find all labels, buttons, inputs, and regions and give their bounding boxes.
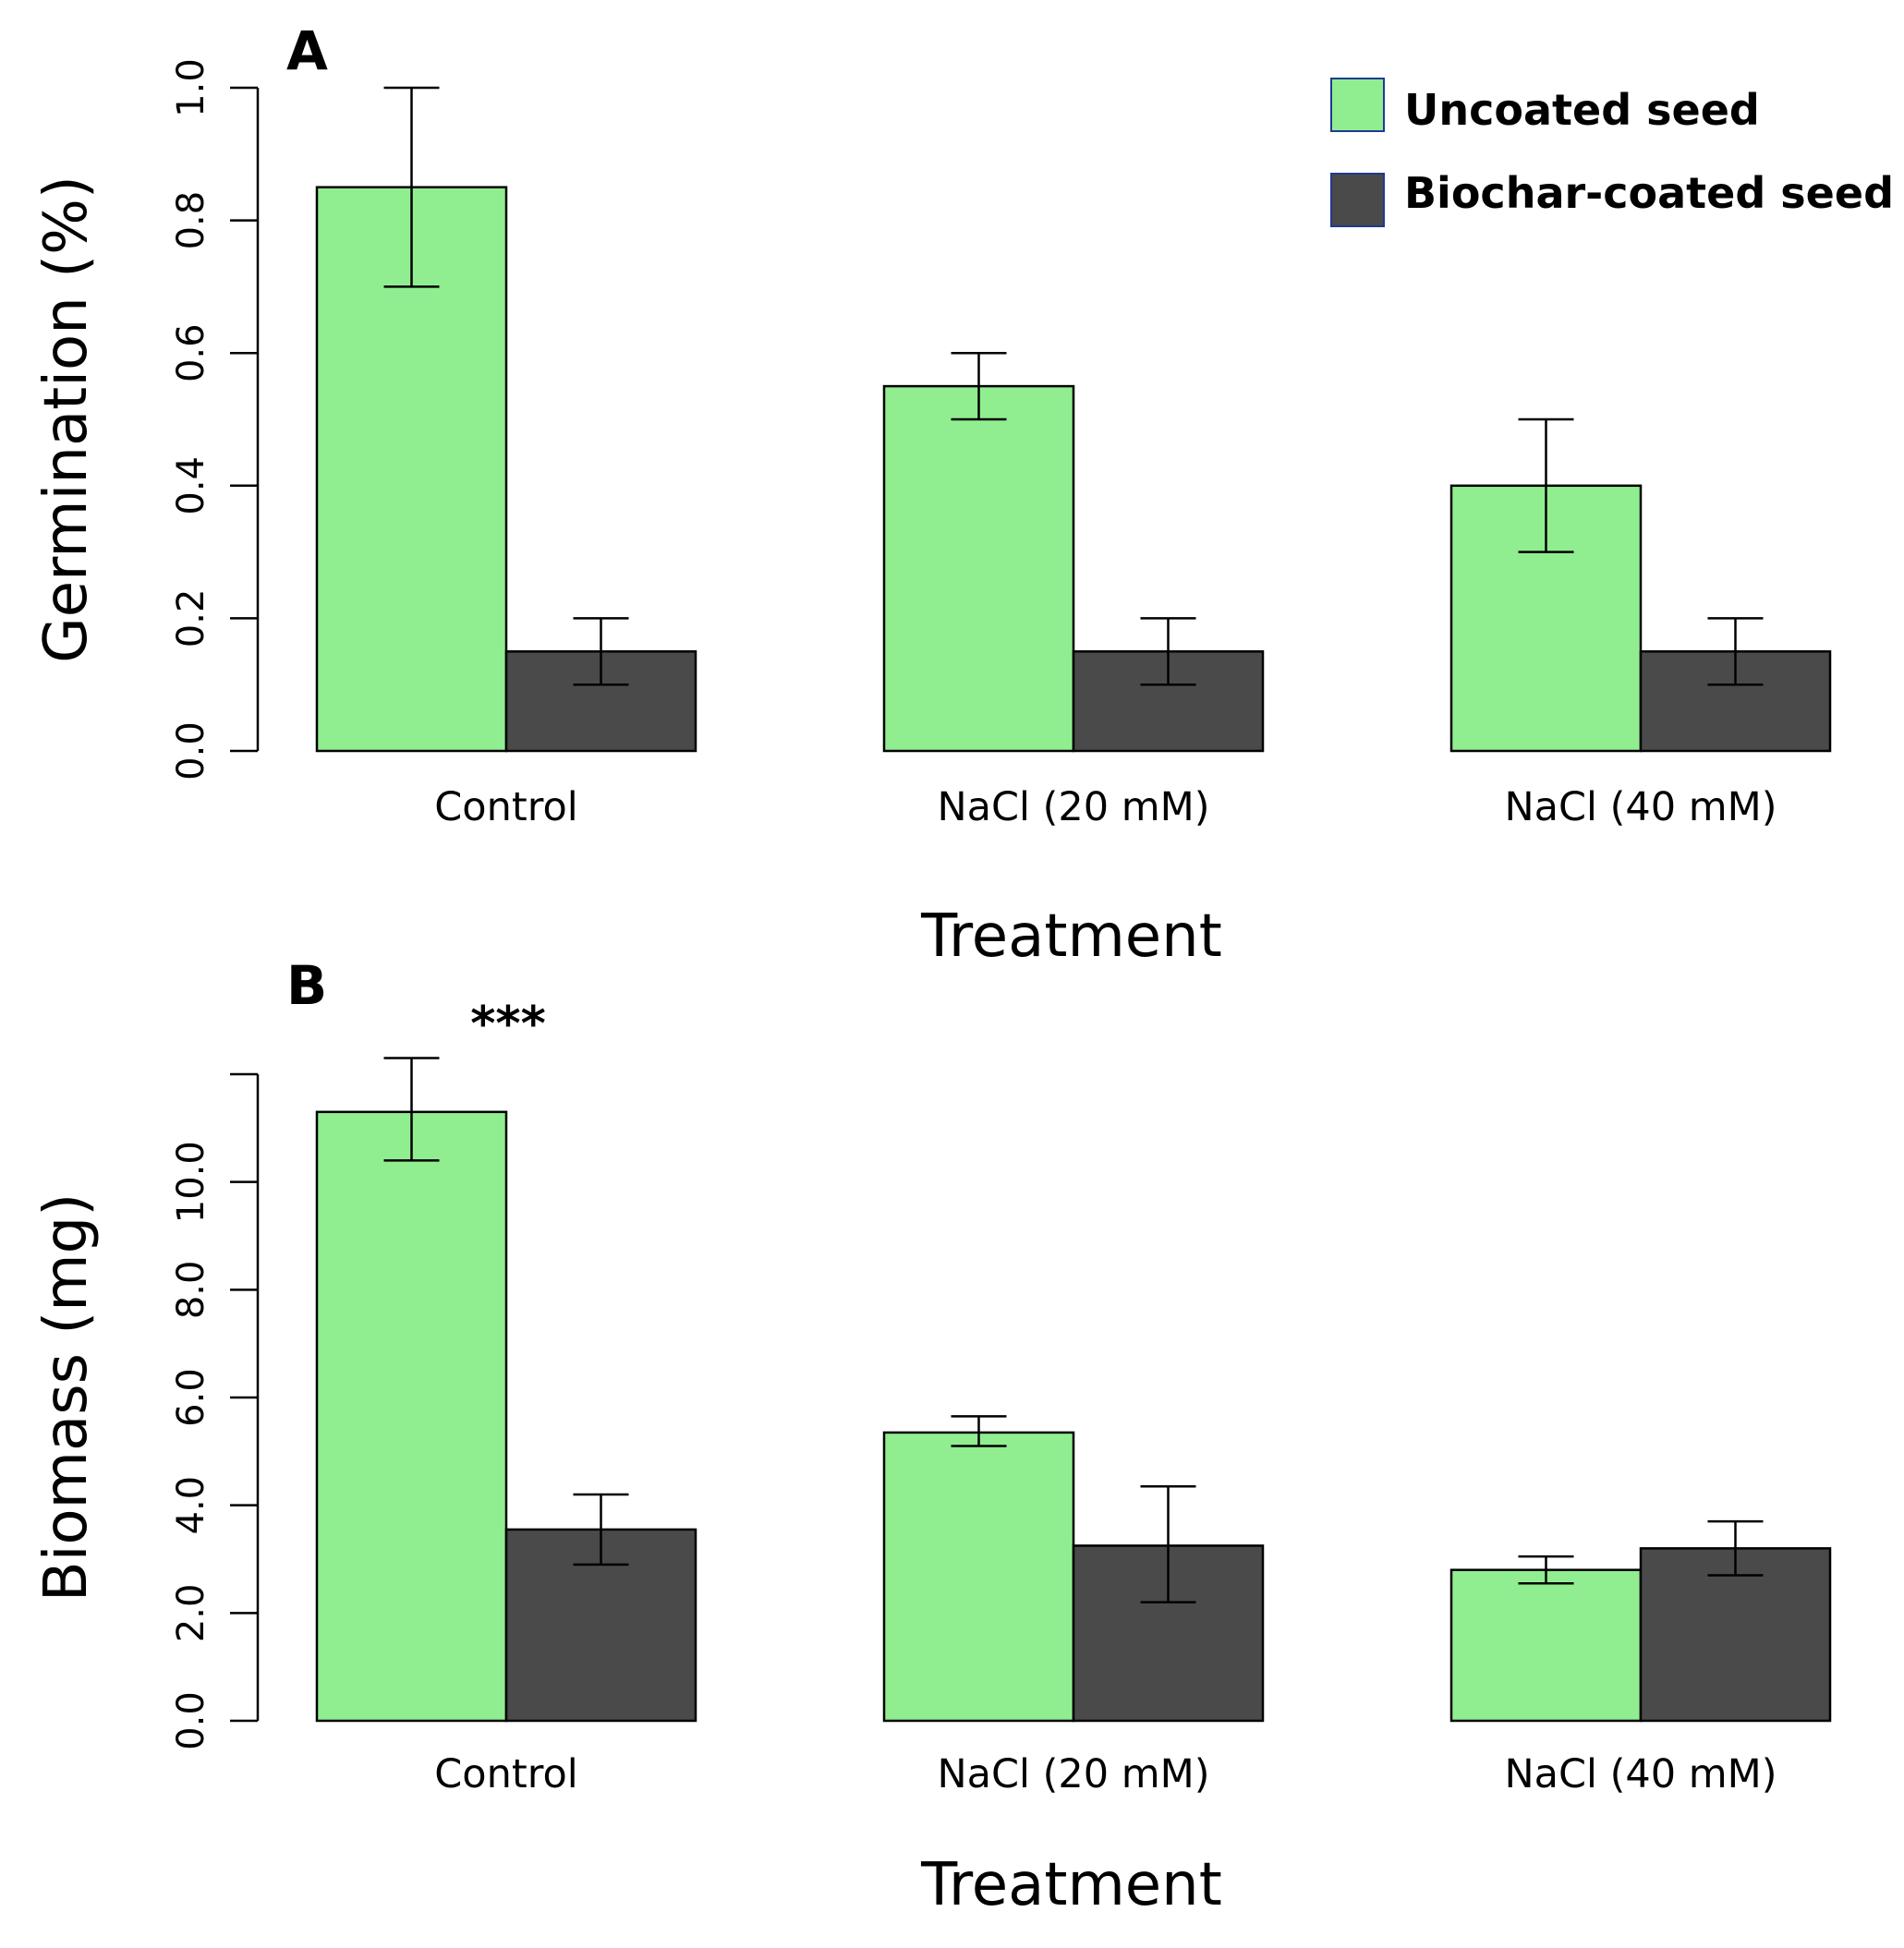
panel-a-germination-chart: 0.0 0.2 0.4 0.6 0.8 1.0 Germination (%) Control… (32, 19, 1832, 971)
x-category-label: NaCl (40 mM) (1504, 1751, 1777, 1797)
y-tick-label: 0.8 (170, 191, 212, 250)
panel-label: B (286, 954, 327, 1017)
y-tick-label: 4.0 (170, 1476, 212, 1535)
y-tick-label: 0.2 (170, 589, 212, 648)
bar-biochar (1072, 650, 1265, 753)
x-category-label: Control (434, 1751, 577, 1797)
panel-label: A (286, 19, 328, 82)
x-axis-title: Treatment (920, 902, 1222, 971)
legend-label: Biochar-coated seed (1404, 168, 1894, 218)
legend-swatch-uncoated (1330, 78, 1385, 132)
y-axis-title: Germination (%) (32, 175, 101, 663)
bar-uncoated (1449, 1568, 1643, 1723)
y-tick-label: 0.4 (170, 456, 212, 515)
x-axis-title: Treatment (920, 1851, 1222, 1919)
y-tick-label: 0.0 (170, 721, 212, 780)
y-tick-label: 0.0 (170, 1691, 212, 1750)
y-tick-label: 10.0 (170, 1141, 212, 1223)
x-category-label: NaCl (20 mM) (937, 1751, 1209, 1797)
legend-swatch-biochar (1330, 173, 1385, 227)
legend: Uncoated seed Biochar-coated seed (1330, 78, 1894, 227)
bar-uncoated (882, 1431, 1075, 1723)
y-axis-title: Biomass (mg) (32, 1193, 101, 1602)
x-category-label: NaCl (20 mM) (937, 784, 1209, 830)
bar-uncoated (882, 384, 1075, 753)
x-category-label: NaCl (40 mM) (1504, 784, 1777, 830)
panel-b-biomass-chart: 0.0 2.0 4.0 6.0 8.0 10.0 Biomass (mg) Control Na… (32, 954, 1832, 1919)
y-tick-label: 8.0 (170, 1261, 212, 1320)
y-tick-label: 1.0 (170, 58, 212, 117)
bar-uncoated (315, 1110, 508, 1723)
y-tick-label: 6.0 (170, 1368, 212, 1427)
bar-biochar (1639, 1547, 1832, 1723)
y-tick-label: 2.0 (170, 1584, 212, 1643)
y-tick-label: 0.6 (170, 323, 212, 382)
x-category-label: Control (434, 784, 577, 830)
legend-label: Uncoated seed (1404, 85, 1760, 135)
significance-marker: *** (470, 997, 546, 1052)
